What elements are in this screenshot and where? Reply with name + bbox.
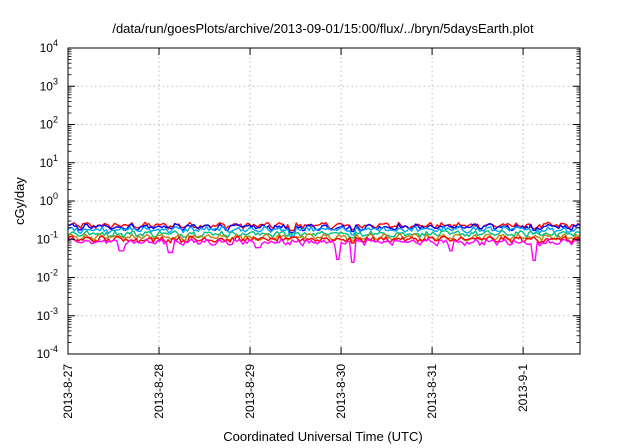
x-tick-label: 2013-8-28 (152, 364, 166, 419)
series-line (67, 237, 581, 263)
series-line (67, 225, 581, 237)
y-tick-label: 10-4 (37, 344, 58, 361)
x-tick-label: 2013-8-30 (334, 364, 348, 419)
y-tick-label: 101 (40, 153, 58, 170)
y-tick-label: 102 (40, 115, 58, 132)
y-tick-label: 10-2 (37, 268, 58, 285)
x-tick-label: 2013-9-1 (516, 364, 530, 412)
x-axis-ticks: 2013-8-27 2013-8-28 2013-8-29 2013-8-30 2013… (61, 48, 530, 419)
x-tick-label: 2013-8-29 (243, 364, 257, 419)
y-tick-label: 104 (40, 38, 58, 55)
y-axis-ticks: 10-4 10-3 10-2 10-1 100 101 102 103 104 (37, 38, 580, 361)
series-line (67, 229, 581, 239)
series-line (67, 221, 581, 232)
series-line (67, 233, 581, 242)
x-axis-label: Coordinated Universal Time (UTC) (223, 429, 422, 444)
series-line (67, 235, 581, 244)
series-layer (67, 221, 581, 263)
y-tick-label: 103 (40, 76, 58, 93)
x-tick-label: 2013-8-27 (61, 364, 75, 419)
y-tick-label: 10-3 (37, 306, 58, 323)
y-axis-label: cGy/day (12, 177, 27, 225)
x-tick-label: 2013-8-31 (425, 364, 439, 419)
y-tick-label: 100 (40, 191, 58, 208)
y-tick-label: 10-1 (37, 229, 58, 246)
chart-title: /data/run/goesPlots/archive/2013-09-01/1… (112, 21, 534, 36)
